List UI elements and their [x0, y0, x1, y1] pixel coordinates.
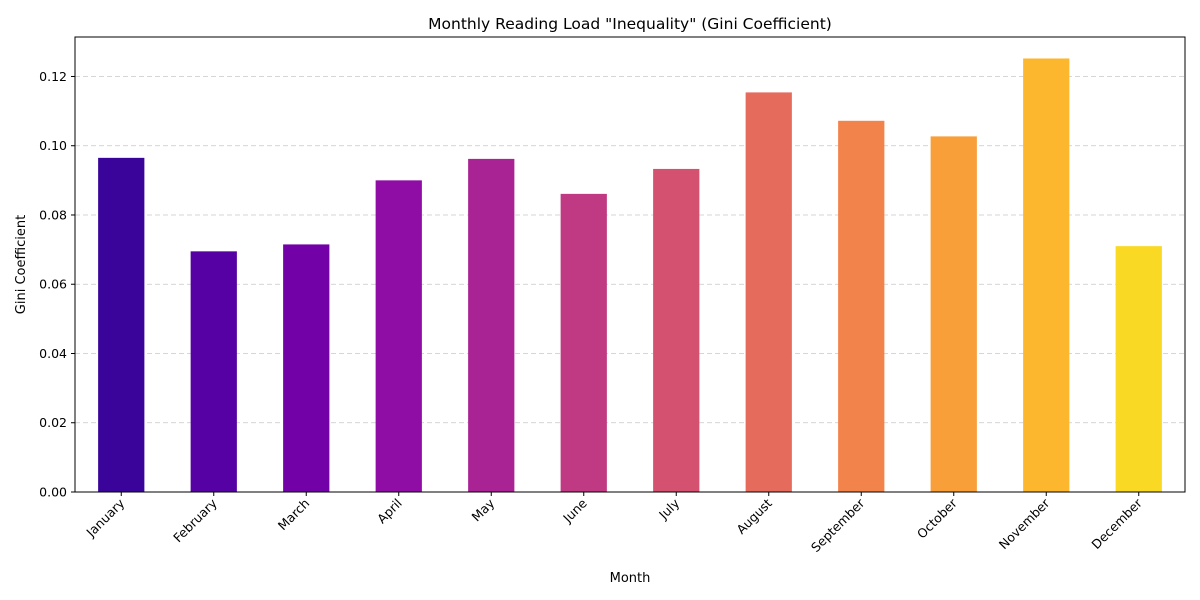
bar-november: [1023, 58, 1070, 492]
chart-title: Monthly Reading Load "Inequality" (Gini …: [428, 15, 832, 33]
x-tick-label: August: [733, 495, 775, 537]
y-tick-label: 0.04: [39, 346, 67, 361]
y-tick-label: 0.06: [39, 277, 67, 292]
x-tick-label: April: [374, 496, 405, 527]
y-tick-label: 0.08: [39, 207, 67, 222]
x-tick-label: June: [559, 495, 590, 526]
x-tick-label: February: [170, 495, 220, 545]
x-axis-label: Month: [610, 571, 651, 586]
bar-july: [653, 168, 700, 492]
bar-august: [745, 92, 792, 492]
x-tick-label: March: [275, 496, 313, 534]
bar-october: [930, 136, 977, 492]
x-axis: January February March April May June July Augu…: [83, 492, 1145, 555]
x-tick-label: January: [83, 495, 128, 540]
bar-december: [1115, 246, 1162, 492]
bars: [98, 58, 1162, 493]
y-tick-label: 0.00: [39, 485, 67, 500]
y-tick-label: 0.12: [39, 69, 67, 84]
x-tick-label: October: [914, 495, 961, 542]
x-tick-label: December: [1088, 495, 1145, 552]
bar-april: [375, 180, 422, 492]
y-axis: 0.00 0.02 0.04 0.06 0.08 0.10 0.12: [39, 69, 75, 500]
bar-march: [283, 244, 330, 492]
x-tick-label: May: [468, 495, 497, 524]
y-axis-label: Gini Coefficient: [14, 215, 29, 314]
x-tick-label: July: [655, 495, 683, 523]
bar-june: [560, 193, 607, 493]
y-tick-label: 0.02: [39, 415, 67, 430]
y-tick-label: 0.10: [39, 138, 67, 153]
bar-may: [468, 158, 515, 492]
bar-february: [190, 251, 237, 492]
bar-september: [838, 120, 885, 493]
x-tick-label: September: [808, 495, 868, 555]
bar-january: [98, 157, 145, 492]
y-gridlines: [75, 76, 1185, 493]
plot-frame: [74, 36, 1186, 493]
x-tick-label: November: [996, 495, 1053, 552]
